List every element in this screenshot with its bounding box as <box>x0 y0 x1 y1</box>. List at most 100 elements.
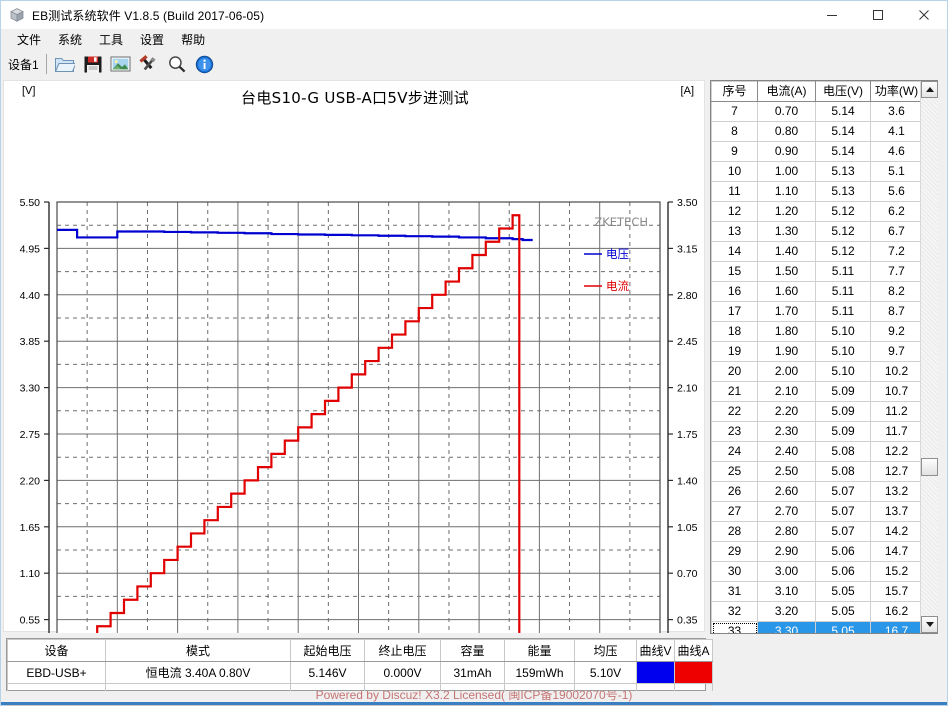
cell-voltage: 5.14 <box>815 121 871 142</box>
grid-col-power[interactable]: 功率(W) <box>870 81 920 102</box>
left-axis-unit: [V] <box>22 85 36 97</box>
picture-icon[interactable] <box>108 52 134 76</box>
cell-index: 9 <box>711 141 758 162</box>
cell-voltage: 5.14 <box>815 101 871 122</box>
table-row[interactable]: 26 2.60 5.07 13.2 <box>711 481 920 502</box>
curve-v-swatch[interactable] <box>636 661 675 684</box>
cell-power: 5.6 <box>870 181 920 202</box>
maximize-button[interactable] <box>855 1 901 29</box>
summary-avg-v: 5.10V <box>574 661 637 684</box>
table-row[interactable]: 15 1.50 5.11 7.7 <box>711 261 920 282</box>
table-row[interactable]: 31 3.10 5.05 15.7 <box>711 581 920 602</box>
table-row[interactable]: 8 0.80 5.14 4.1 <box>711 121 920 142</box>
table-row[interactable]: 22 2.20 5.09 11.2 <box>711 401 920 422</box>
summary-data-row[interactable]: EBD-USB+ 恒电流 3.40A 0.80V 5.146V 0.000V 3… <box>7 661 713 684</box>
menu-item-system[interactable]: 系统 <box>58 33 83 47</box>
chart-panel: [V] [A] 台电S10-G USB-A口5V步进测试 5.50 4.95 4.4… <box>3 80 706 633</box>
summary-col-curve-v: 曲线V <box>636 639 675 662</box>
menu-item-tools[interactable]: 工具 <box>99 33 124 47</box>
table-row[interactable]: 23 2.30 5.09 11.7 <box>711 421 920 442</box>
cell-index: 23 <box>711 421 758 442</box>
cell-voltage: 5.09 <box>815 401 871 422</box>
grid-col-index[interactable]: 序号 <box>711 81 758 102</box>
toolbar: 设备1 <box>1 50 947 78</box>
chart-plot[interactable]: 5.50 4.95 4.40 3.85 3.30 2.75 2.20 1.65 1.10 0.55… <box>4 81 706 633</box>
cell-power: 6.2 <box>870 201 920 222</box>
table-row[interactable]: 16 1.60 5.11 8.2 <box>711 281 920 302</box>
table-row[interactable]: 32 3.20 5.05 16.2 <box>711 601 920 622</box>
table-row[interactable]: 25 2.50 5.08 12.7 <box>711 461 920 482</box>
chart-watermark-label: ZKETECH <box>594 215 648 229</box>
cell-voltage: 5.09 <box>815 381 871 402</box>
table-row[interactable]: 13 1.30 5.12 6.7 <box>711 221 920 242</box>
svg-text:0.70: 0.70 <box>677 568 698 580</box>
cell-power: 7.2 <box>870 241 920 262</box>
menu-item-settings[interactable]: 设置 <box>140 33 165 47</box>
cell-index: 11 <box>711 181 758 202</box>
table-row[interactable]: 7 0.70 5.14 3.6 <box>711 101 920 122</box>
scrollbar-track[interactable] <box>921 98 938 616</box>
cell-power: 4.1 <box>870 121 920 142</box>
grid-vertical-scrollbar[interactable] <box>920 81 938 633</box>
cell-index: 26 <box>711 481 758 502</box>
app-cube-icon <box>9 7 25 23</box>
table-row[interactable]: 19 1.90 5.10 9.7 <box>711 341 920 362</box>
cell-current: 1.00 <box>757 161 816 182</box>
cell-current: 0.70 <box>757 101 816 122</box>
grid-col-voltage[interactable]: 电压(V) <box>815 81 871 102</box>
summary-header-row: 设备 模式 起始电压 终止电压 容量 能量 均压 曲线V 曲线A <box>7 639 713 662</box>
table-row[interactable]: 11 1.10 5.13 5.6 <box>711 181 920 202</box>
table-row[interactable]: 24 2.40 5.08 12.2 <box>711 441 920 462</box>
cell-voltage: 5.09 <box>815 421 871 442</box>
device-tab-label[interactable]: 设备1 <box>8 57 39 72</box>
scroll-up-button[interactable] <box>921 81 938 98</box>
svg-text:0.55: 0.55 <box>20 615 41 627</box>
summary-col-end-v: 终止电压 <box>364 639 441 662</box>
series-current <box>96 214 521 633</box>
cell-current: 3.20 <box>757 601 816 622</box>
table-row[interactable]: 33 3.30 5.05 16.7 <box>711 621 920 633</box>
magnifier-icon[interactable] <box>164 52 190 76</box>
table-row[interactable]: 29 2.90 5.06 14.7 <box>711 541 920 562</box>
toolbar-separator <box>45 54 47 74</box>
table-row[interactable]: 9 0.90 5.14 4.6 <box>711 141 920 162</box>
cell-power: 16.7 <box>870 621 920 633</box>
table-row[interactable]: 10 1.00 5.13 5.1 <box>711 161 920 182</box>
info-icon[interactable] <box>192 52 218 76</box>
cell-current: 2.30 <box>757 421 816 442</box>
table-row[interactable]: 20 2.00 5.10 10.2 <box>711 361 920 382</box>
menu-item-help[interactable]: 帮助 <box>181 33 206 47</box>
cell-power: 12.2 <box>870 441 920 462</box>
summary-energy: 159mWh <box>504 661 575 684</box>
close-button[interactable] <box>901 1 947 29</box>
cell-voltage: 5.13 <box>815 181 871 202</box>
menu-item-file[interactable]: 文件 <box>17 33 42 47</box>
data-grid[interactable]: 序号 电流(A) 电压(V) 功率(W) 7 0.70 5.14 3.6 8 0.80 5.… <box>711 81 920 633</box>
cell-index: 16 <box>711 281 758 302</box>
table-row[interactable]: 28 2.80 5.07 14.2 <box>711 521 920 542</box>
table-row[interactable]: 18 1.80 5.10 9.2 <box>711 321 920 342</box>
table-row[interactable]: 30 3.00 5.06 15.2 <box>711 561 920 582</box>
cell-voltage: 5.05 <box>815 581 871 602</box>
table-row[interactable]: 14 1.40 5.12 7.2 <box>711 241 920 262</box>
summary-end-v: 0.000V <box>364 661 441 684</box>
table-row[interactable]: 12 1.20 5.12 6.2 <box>711 201 920 222</box>
grid-col-current[interactable]: 电流(A) <box>757 81 816 102</box>
open-folder-icon[interactable] <box>52 52 78 76</box>
table-row[interactable]: 17 1.70 5.11 8.7 <box>711 301 920 322</box>
table-row[interactable]: 21 2.10 5.09 10.7 <box>711 381 920 402</box>
cell-power: 11.7 <box>870 421 920 442</box>
svg-text:1.65: 1.65 <box>20 522 41 534</box>
scroll-down-button[interactable] <box>921 616 938 633</box>
scrollbar-thumb[interactable] <box>921 458 938 476</box>
cell-index: 15 <box>711 261 758 282</box>
curve-a-swatch[interactable] <box>674 661 713 684</box>
table-row[interactable]: 27 2.70 5.07 13.7 <box>711 501 920 522</box>
minimize-button[interactable] <box>809 1 855 29</box>
save-floppy-icon[interactable] <box>80 52 106 76</box>
svg-text:3.85: 3.85 <box>20 336 41 348</box>
chart-title: 台电S10-G USB-A口5V步进测试 <box>241 89 469 107</box>
chevron-down-icon <box>925 622 934 627</box>
tools-icon[interactable] <box>136 52 162 76</box>
cell-voltage: 5.07 <box>815 501 871 522</box>
